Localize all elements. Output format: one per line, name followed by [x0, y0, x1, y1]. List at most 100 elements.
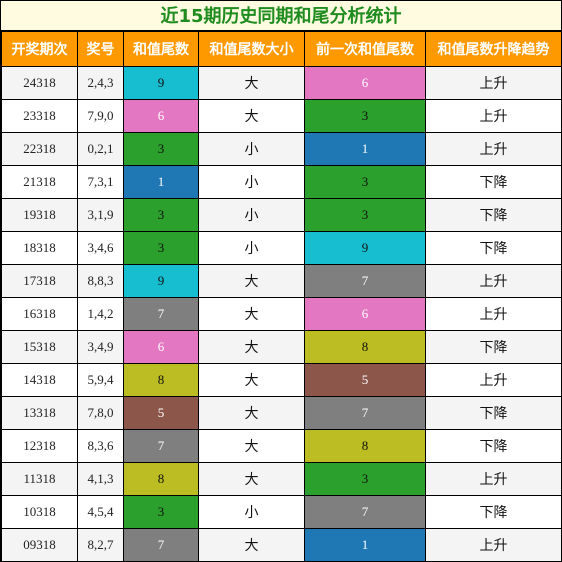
cell-trend: 下降	[425, 396, 562, 430]
cell-prev-tail: 5	[304, 363, 426, 397]
cell-prev-tail: 1	[304, 132, 426, 166]
cell-numbers: 8,3,6	[77, 429, 124, 463]
cell-numbers: 2,4,3	[77, 66, 124, 100]
cell-tail: 9	[123, 264, 199, 298]
table-row: 15318 3,4,9 6 大 8 下降	[1, 330, 562, 364]
table-body: 24318 2,4,3 9 大 6 上升 23318 7,9,0 6 大 3 上升 22318 0,2,1…	[1, 66, 562, 562]
table-row: 23318 7,9,0 6 大 3 上升	[1, 99, 562, 133]
cell-period: 09318	[1, 528, 78, 562]
cell-tail: 3	[123, 231, 199, 265]
header-row: 开奖期次 奖号 和值尾数 和值尾数大小 前一次和值尾数 和值尾数升降趋势	[1, 31, 562, 67]
header-size: 和值尾数大小	[198, 31, 305, 67]
cell-tail: 9	[123, 66, 199, 100]
table-row: 19318 3,1,9 3 小 3 下降	[1, 198, 562, 232]
cell-tail: 3	[123, 132, 199, 166]
cell-size: 大	[198, 363, 305, 397]
cell-tail: 7	[123, 297, 199, 331]
table-row: 10318 4,5,4 3 小 7 下降	[1, 495, 562, 529]
cell-size: 小	[198, 198, 305, 232]
cell-numbers: 1,4,2	[77, 297, 124, 331]
cell-size: 大	[198, 66, 305, 100]
cell-tail: 6	[123, 330, 199, 364]
table-row: 14318 5,9,4 8 大 5 上升	[1, 363, 562, 397]
cell-trend: 上升	[425, 528, 562, 562]
cell-period: 14318	[1, 363, 78, 397]
cell-size: 大	[198, 396, 305, 430]
table-row: 09318 8,2,7 7 大 1 上升	[1, 528, 562, 562]
cell-tail: 3	[123, 495, 199, 529]
table-row: 11318 4,1,3 8 大 3 上升	[1, 462, 562, 496]
cell-trend: 上升	[425, 363, 562, 397]
cell-tail: 8	[123, 462, 199, 496]
cell-trend: 上升	[425, 66, 562, 100]
cell-numbers: 3,4,9	[77, 330, 124, 364]
cell-trend: 下降	[425, 198, 562, 232]
cell-prev-tail: 3	[304, 165, 426, 199]
cell-period: 24318	[1, 66, 78, 100]
table-row: 16318 1,4,2 7 大 6 上升	[1, 297, 562, 331]
cell-trend: 上升	[425, 264, 562, 298]
cell-trend: 上升	[425, 462, 562, 496]
table-row: 24318 2,4,3 9 大 6 上升	[1, 66, 562, 100]
cell-numbers: 4,5,4	[77, 495, 124, 529]
table-row: 18318 3,4,6 3 小 9 下降	[1, 231, 562, 265]
cell-prev-tail: 6	[304, 297, 426, 331]
cell-period: 15318	[1, 330, 78, 364]
cell-size: 大	[198, 330, 305, 364]
header-trend: 和值尾数升降趋势	[425, 31, 562, 67]
cell-numbers: 8,2,7	[77, 528, 124, 562]
table-title: 近15期历史同期和尾分析统计	[1, 0, 561, 31]
cell-numbers: 3,1,9	[77, 198, 124, 232]
cell-prev-tail: 7	[304, 396, 426, 430]
cell-tail: 1	[123, 165, 199, 199]
cell-trend: 下降	[425, 165, 562, 199]
cell-prev-tail: 3	[304, 198, 426, 232]
cell-size: 大	[198, 462, 305, 496]
cell-period: 16318	[1, 297, 78, 331]
cell-period: 23318	[1, 99, 78, 133]
cell-period: 21318	[1, 165, 78, 199]
cell-tail: 5	[123, 396, 199, 430]
table-row: 13318 7,8,0 5 大 7 下降	[1, 396, 562, 430]
cell-numbers: 0,2,1	[77, 132, 124, 166]
cell-numbers: 3,4,6	[77, 231, 124, 265]
cell-prev-tail: 8	[304, 330, 426, 364]
cell-trend: 下降	[425, 231, 562, 265]
cell-prev-tail: 7	[304, 264, 426, 298]
cell-size: 小	[198, 165, 305, 199]
cell-period: 17318	[1, 264, 78, 298]
cell-tail: 6	[123, 99, 199, 133]
cell-prev-tail: 1	[304, 528, 426, 562]
cell-size: 大	[198, 264, 305, 298]
cell-prev-tail: 3	[304, 99, 426, 133]
header-period: 开奖期次	[1, 31, 78, 67]
cell-period: 11318	[1, 462, 78, 496]
cell-size: 大	[198, 99, 305, 133]
cell-period: 18318	[1, 231, 78, 265]
cell-size: 小	[198, 495, 305, 529]
cell-tail: 3	[123, 198, 199, 232]
cell-trend: 上升	[425, 99, 562, 133]
cell-period: 12318	[1, 429, 78, 463]
cell-trend: 上升	[425, 297, 562, 331]
cell-period: 13318	[1, 396, 78, 430]
cell-size: 大	[198, 429, 305, 463]
cell-numbers: 7,3,1	[77, 165, 124, 199]
cell-tail: 7	[123, 429, 199, 463]
cell-numbers: 7,9,0	[77, 99, 124, 133]
header-tail: 和值尾数	[123, 31, 199, 67]
header-prev-tail: 前一次和值尾数	[304, 31, 426, 67]
table-row: 12318 8,3,6 7 大 8 下降	[1, 429, 562, 463]
cell-trend: 下降	[425, 495, 562, 529]
cell-numbers: 4,1,3	[77, 462, 124, 496]
cell-prev-tail: 6	[304, 66, 426, 100]
cell-size: 大	[198, 297, 305, 331]
cell-prev-tail: 8	[304, 429, 426, 463]
cell-numbers: 7,8,0	[77, 396, 124, 430]
tail-stats-table: 开奖期次 奖号 和值尾数 和值尾数大小 前一次和值尾数 和值尾数升降趋势 243…	[1, 31, 562, 562]
cell-prev-tail: 7	[304, 495, 426, 529]
cell-size: 小	[198, 132, 305, 166]
header-numbers: 奖号	[77, 31, 124, 67]
table-row: 22318 0,2,1 3 小 1 上升	[1, 132, 562, 166]
